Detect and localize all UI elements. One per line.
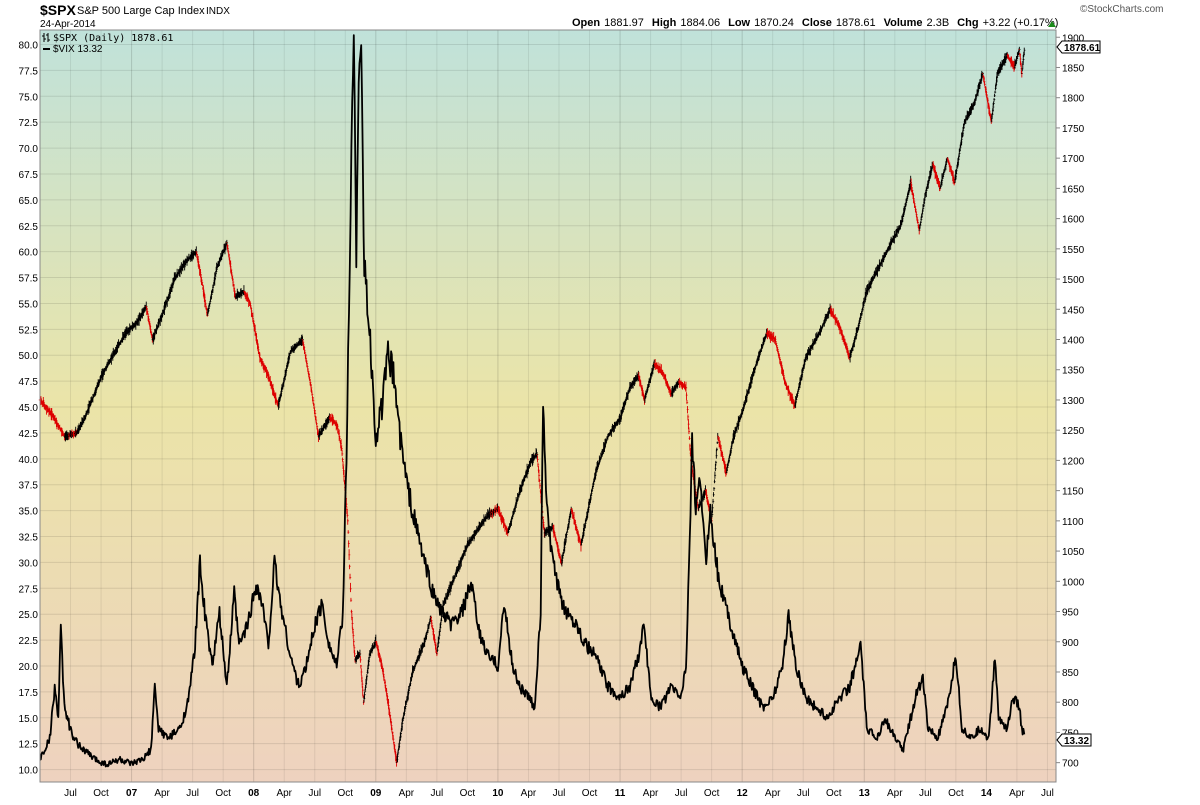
quote-chg-label: Chg [957,17,978,29]
quote-open-label: Open [572,17,600,29]
quote-high-label: High [652,17,677,29]
quote-open-value: 1881.97 [604,17,644,29]
index-name: S&P 500 Large Cap Index [77,5,205,17]
symbol-title: $SPX [40,2,76,18]
exchange-label: INDX [206,6,230,17]
quote-close-label: Close [802,17,832,29]
chart-date: 24-Apr-2014 [40,19,96,30]
credit-text[interactable]: ©StockCharts.com [1080,4,1164,15]
quote-volume-value: 2.3B [927,17,950,29]
quote-close-value: 1878.61 [836,17,876,29]
quote-volume-label: Volume [884,17,923,29]
quote-low-label: Low [728,17,750,29]
quote-low-value: 1870.24 [754,17,794,29]
quote-high-value: 1884.06 [680,17,720,29]
quote-chg-value: +3.22 (+0.17%) [983,17,1059,29]
